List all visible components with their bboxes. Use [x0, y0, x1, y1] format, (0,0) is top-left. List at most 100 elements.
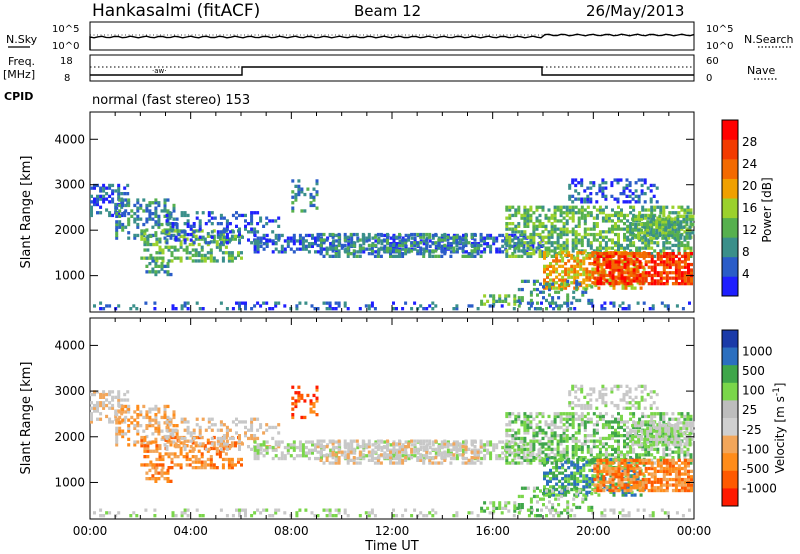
power-cell: [315, 179, 319, 183]
power-cell: [115, 222, 119, 227]
power-cell: [601, 230, 605, 234]
power-cell: [367, 252, 371, 256]
velocity-cell: [253, 436, 257, 441]
velocity-cell: [157, 424, 161, 428]
power-cell: [559, 232, 563, 237]
power-cell: [461, 246, 465, 250]
velocity-cell: [627, 511, 631, 515]
velocity-cell: [108, 417, 112, 421]
velocity-cell: [513, 451, 517, 455]
power-cell: [172, 233, 176, 238]
power-cell: [638, 276, 642, 280]
power-cell: [316, 307, 320, 311]
velocity-cell: [529, 412, 533, 416]
velocity-cell: [425, 439, 429, 443]
power-cell: [630, 262, 634, 266]
power-cell: [653, 205, 657, 209]
velocity-cell: [146, 449, 150, 453]
power-cell: [291, 190, 295, 194]
velocity-cell: [623, 445, 626, 449]
velocity-cell: [174, 514, 178, 518]
power-cell: [589, 213, 593, 218]
velocity-cell: [580, 445, 584, 449]
power-cell: [665, 238, 669, 242]
velocity-cell: [492, 506, 496, 510]
power-cell: [593, 260, 597, 264]
power-cell: [392, 243, 395, 248]
velocity-cell: [102, 392, 106, 397]
velocity-cell: [221, 466, 225, 470]
velocity-cell: [671, 450, 675, 454]
power-cell: [550, 235, 554, 239]
power-cell: [528, 244, 532, 248]
velocity-cell: [513, 448, 517, 452]
velocity-cell: [671, 417, 675, 421]
power-cell: [508, 241, 512, 245]
power-cell: [142, 209, 146, 213]
velocity-cell: [143, 438, 147, 442]
power-cell: [586, 197, 590, 201]
power-cell: [247, 238, 250, 242]
power-cell: [655, 231, 659, 235]
power-cell: [225, 224, 229, 228]
velocity-cell: [127, 407, 131, 411]
power-cell: [668, 262, 672, 267]
power-cell: [543, 251, 546, 255]
power-colorbar-tick: 24: [742, 157, 757, 171]
power-cell: [238, 227, 241, 231]
power-cell: [437, 246, 441, 250]
velocity-cell: [508, 461, 512, 465]
velocity-cell: [207, 447, 211, 451]
power-cell: [685, 214, 689, 218]
velocity-cell: [304, 451, 308, 455]
power-cell: [556, 246, 560, 250]
power-cell: [608, 273, 612, 278]
power-cell: [197, 259, 201, 263]
velocity-cell: [595, 428, 599, 432]
velocity-cell: [304, 440, 308, 444]
power-cell: [163, 214, 167, 218]
velocity-cell: [489, 501, 493, 505]
power-cell: [237, 234, 240, 238]
velocity-cell: [350, 448, 354, 452]
power-cell: [652, 214, 656, 218]
power-cell: [617, 213, 620, 218]
velocity-cell: [371, 448, 375, 452]
power-cell: [271, 219, 275, 223]
velocity-cell: [118, 429, 122, 433]
power-cell: [644, 213, 648, 218]
velocity-cell: [419, 511, 423, 515]
power-cell: [148, 201, 152, 205]
power-cell: [590, 301, 594, 305]
velocity-cell: [127, 424, 131, 428]
power-cell: [449, 236, 453, 240]
velocity-cell: [486, 451, 490, 455]
power-cell: [526, 211, 530, 215]
power-cell: [550, 222, 554, 226]
power-cell: [575, 282, 579, 286]
velocity-cell: [449, 461, 453, 465]
velocity-cell: [118, 415, 122, 420]
power-cell: [636, 301, 640, 305]
velocity-cell: [449, 453, 453, 457]
velocity-cell: [440, 440, 444, 444]
power-cell: [520, 216, 524, 220]
power-cell: [291, 209, 295, 213]
power-cell: [238, 301, 241, 305]
velocity-cell: [140, 438, 144, 442]
velocity-cell: [498, 440, 502, 444]
power-cell: [565, 211, 569, 215]
power-cell: [244, 219, 247, 223]
power-cell: [169, 272, 173, 277]
velocity-cell: [358, 445, 362, 449]
velocity-cell: [262, 448, 266, 452]
power-cell: [358, 243, 362, 248]
velocity-cell: [186, 508, 190, 512]
velocity-cell: [230, 444, 234, 448]
power-cell: [583, 189, 587, 193]
power-cell: [586, 211, 590, 215]
power-cell: [325, 238, 329, 242]
power-cell: [376, 249, 380, 253]
power-cell: [665, 246, 669, 250]
velocity-cell: [123, 398, 127, 402]
